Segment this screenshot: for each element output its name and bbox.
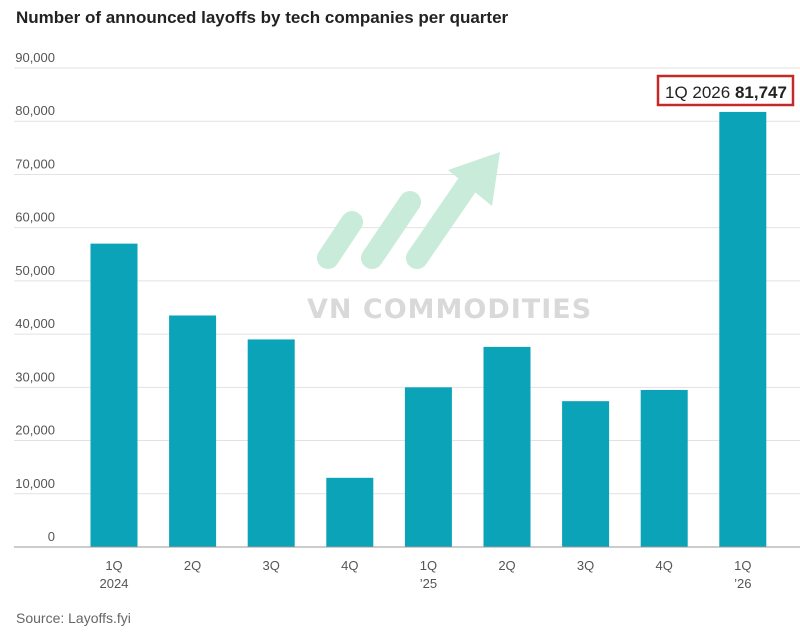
y-tick-label: 10,000 — [15, 476, 55, 491]
x-tick-label: 3Q — [577, 558, 594, 573]
y-tick-label: 20,000 — [15, 423, 55, 438]
x-tick-label: 2Q — [498, 558, 515, 573]
bar — [326, 477, 374, 547]
source-note: Source: Layoffs.fyi — [16, 610, 131, 626]
callout-value: 81,747 — [735, 83, 787, 102]
x-tick-sublabel: ’25 — [420, 576, 437, 591]
x-tick-label: 1Q — [105, 558, 122, 573]
y-tick-label: 90,000 — [15, 50, 55, 65]
bar — [640, 389, 688, 547]
bar — [719, 111, 767, 547]
y-tick-label: 40,000 — [15, 316, 55, 331]
watermark-logo-icon — [317, 152, 500, 269]
x-tick-label: 3Q — [263, 558, 280, 573]
watermark-text: VN COMMODITIES — [307, 294, 592, 325]
y-tick-label: 60,000 — [15, 210, 55, 225]
x-tick-sublabel: 2024 — [100, 576, 129, 591]
y-tick-label: 70,000 — [15, 156, 55, 171]
y-tick-label: 50,000 — [15, 263, 55, 278]
x-tick-label: 1Q — [420, 558, 437, 573]
x-tick-label: 2Q — [184, 558, 201, 573]
bars — [90, 111, 767, 547]
y-tick-label: 80,000 — [15, 103, 55, 118]
x-tick-label: 4Q — [341, 558, 358, 573]
value-callout: 1Q 2026 81,747 — [656, 74, 795, 107]
x-tick-sublabel: ’26 — [734, 576, 751, 591]
y-tick-label: 30,000 — [15, 369, 55, 384]
bar — [169, 315, 217, 547]
callout-box — [656, 74, 795, 107]
bar — [483, 346, 531, 547]
y-axis-ticks: 0 10,000 20,000 30,000 40,000 50,000 60,000 70,… — [15, 50, 55, 544]
y-tick-label: 0 — [48, 529, 55, 544]
watermark: VN COMMODITIES — [307, 152, 592, 325]
x-axis-ticks: 1Q 2024 2Q 3Q 4Q 1Q ’25 2Q 3Q 4Q 1Q ’26 — [100, 558, 752, 591]
x-tick-label: 4Q — [656, 558, 673, 573]
bar — [562, 401, 610, 547]
bar — [90, 243, 138, 547]
bar — [247, 339, 295, 547]
chart-title: Number of announced layoffs by tech comp… — [16, 8, 509, 27]
bar — [404, 387, 452, 547]
callout-text: 1Q 2026 81,747 — [665, 83, 787, 102]
callout-label: 1Q 2026 — [665, 83, 730, 102]
x-tick-label: 1Q — [734, 558, 751, 573]
